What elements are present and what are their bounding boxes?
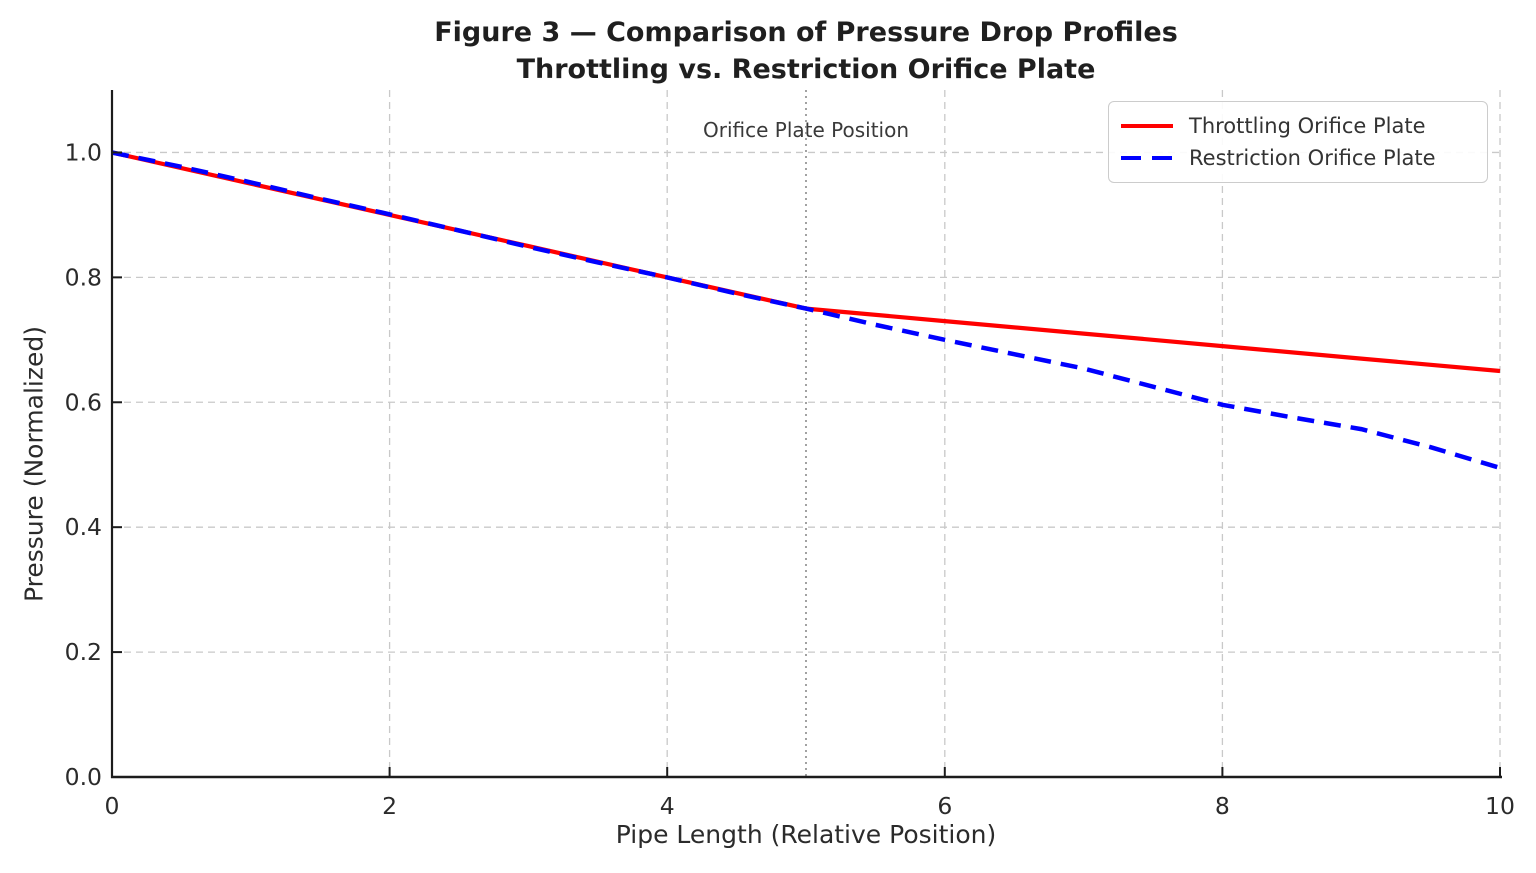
y-tick-label: 0.4 [65,513,102,541]
legend-label-restriction: Restriction Orifice Plate [1189,146,1436,170]
x-tick-label: 6 [937,792,952,820]
legend: Throttling Orifice Plate Restriction Ori… [1108,101,1488,183]
restriction-series-line [111,150,1501,471]
y-tick-label: 0.0 [65,763,102,791]
x-tick-label: 2 [382,792,397,820]
y-tick-label: 0.6 [65,388,102,416]
x-tick-label: 0 [105,792,120,820]
legend-swatch-blue-dashed-line [1121,155,1173,161]
figure-title-line1: Figure 3 — Comparison of Pressure Drop P… [434,17,1178,48]
figure-title-line2: Throttling vs. Restriction Orifice Plate [516,54,1096,85]
throttling-series-line [111,150,1501,374]
x-tick-label: 8 [1215,792,1230,820]
y-tick-label: 1.0 [65,138,102,166]
legend-item-throttling: Throttling Orifice Plate [1121,114,1475,138]
legend-label-throttling: Throttling Orifice Plate [1189,114,1426,138]
figure-title: Figure 3 — Comparison of Pressure Drop P… [112,14,1500,88]
legend-item-restriction: Restriction Orifice Plate [1121,146,1475,170]
legend-swatch-red-solid-line [1121,123,1173,129]
y-tick-label: 0.2 [65,638,102,666]
y-tick-label: 0.8 [65,263,102,291]
x-tick-label: 4 [660,792,675,820]
x-tick-label: 10 [1485,792,1515,820]
x-axis-label: Pipe Length (Relative Position) [615,820,997,849]
